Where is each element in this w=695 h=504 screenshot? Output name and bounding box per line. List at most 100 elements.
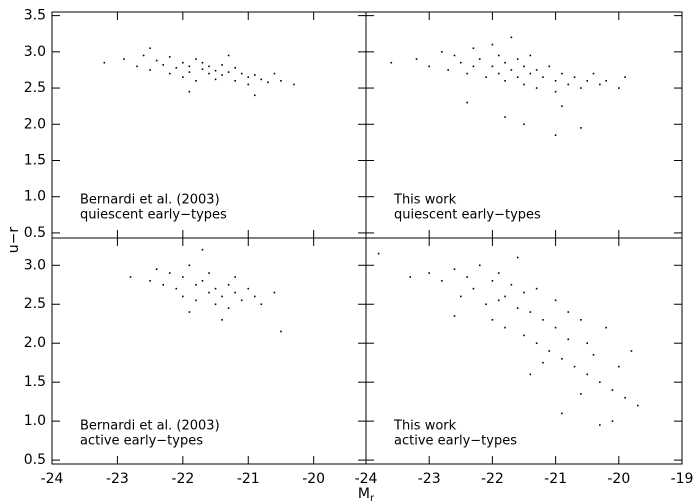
panel-frame (365, 237, 683, 465)
y-tick-label: 0.5 (24, 225, 46, 241)
point (630, 350, 633, 352)
annotation: active early−types (394, 434, 517, 449)
point (253, 94, 256, 97)
x-tick-label: -20 (607, 471, 630, 487)
point (214, 303, 217, 306)
point (162, 283, 165, 286)
point (491, 43, 494, 46)
point (428, 272, 430, 274)
point (253, 74, 256, 76)
point (491, 65, 494, 68)
point (208, 72, 210, 75)
point (554, 326, 557, 329)
point (542, 76, 544, 78)
x-tick-label: -22 (481, 471, 504, 487)
y-tick-label: 3.0 (24, 44, 46, 60)
x-tick-label: -23 (418, 471, 441, 487)
point (636, 404, 639, 407)
annotation: quiescent early−types (80, 208, 227, 223)
point (497, 54, 500, 57)
x-tick-label: -20 (302, 471, 325, 487)
point (548, 65, 551, 68)
y-tick-label: 2.0 (24, 335, 46, 351)
point (529, 54, 532, 57)
point (188, 71, 191, 73)
point (466, 72, 468, 75)
point (472, 287, 475, 290)
point (260, 78, 263, 81)
y-tick-label: 2.5 (24, 296, 46, 312)
point (599, 83, 601, 86)
point (599, 381, 601, 383)
point (453, 268, 456, 270)
point (504, 116, 506, 118)
point (149, 47, 151, 50)
point (390, 61, 393, 64)
x-tick-label: -24 (41, 471, 64, 487)
y-tick-label: 1.5 (24, 152, 46, 168)
point (247, 83, 250, 86)
point (201, 68, 204, 71)
y-tick-label: 0.5 (24, 452, 46, 468)
point (195, 80, 197, 82)
point (280, 80, 282, 82)
point (221, 319, 223, 321)
point (554, 134, 557, 136)
point (208, 291, 210, 294)
point (267, 81, 269, 84)
point (260, 303, 263, 306)
point (561, 357, 563, 360)
point (535, 287, 538, 290)
point (214, 287, 217, 290)
point (273, 291, 276, 294)
point (234, 276, 236, 278)
point (103, 61, 106, 64)
point (201, 280, 204, 282)
y-tick-label: 1.0 (24, 413, 46, 429)
point (491, 280, 494, 282)
point (510, 69, 513, 71)
point (529, 311, 532, 313)
y-tick-label: 2.0 (24, 116, 46, 132)
point (485, 76, 487, 78)
point (554, 90, 557, 93)
point (162, 64, 165, 66)
point (580, 319, 582, 321)
point (195, 58, 197, 60)
point (523, 65, 525, 68)
point (453, 315, 456, 317)
point (548, 350, 551, 352)
x-axis-label-sub: r (370, 493, 375, 504)
point (214, 78, 217, 81)
point (168, 272, 171, 274)
point (149, 69, 151, 71)
point (567, 83, 570, 86)
point (168, 72, 171, 75)
point (586, 373, 588, 376)
point (182, 61, 184, 64)
point (516, 58, 519, 60)
point (234, 291, 236, 294)
x-tick-label: -19 (671, 471, 694, 487)
point (523, 291, 525, 294)
point (529, 373, 532, 376)
point (142, 54, 145, 57)
point (554, 299, 557, 302)
point (175, 66, 178, 69)
point (624, 76, 626, 78)
point (182, 76, 184, 78)
point (155, 59, 158, 62)
point (409, 276, 412, 278)
point (567, 311, 570, 313)
point (523, 83, 525, 86)
point (247, 76, 250, 78)
point (554, 80, 557, 82)
point (611, 389, 614, 391)
point (605, 326, 607, 329)
y-tick-label: 3.0 (24, 257, 46, 273)
point (523, 334, 525, 337)
point (201, 61, 204, 64)
annotation: This work (393, 419, 457, 434)
point (624, 396, 626, 399)
